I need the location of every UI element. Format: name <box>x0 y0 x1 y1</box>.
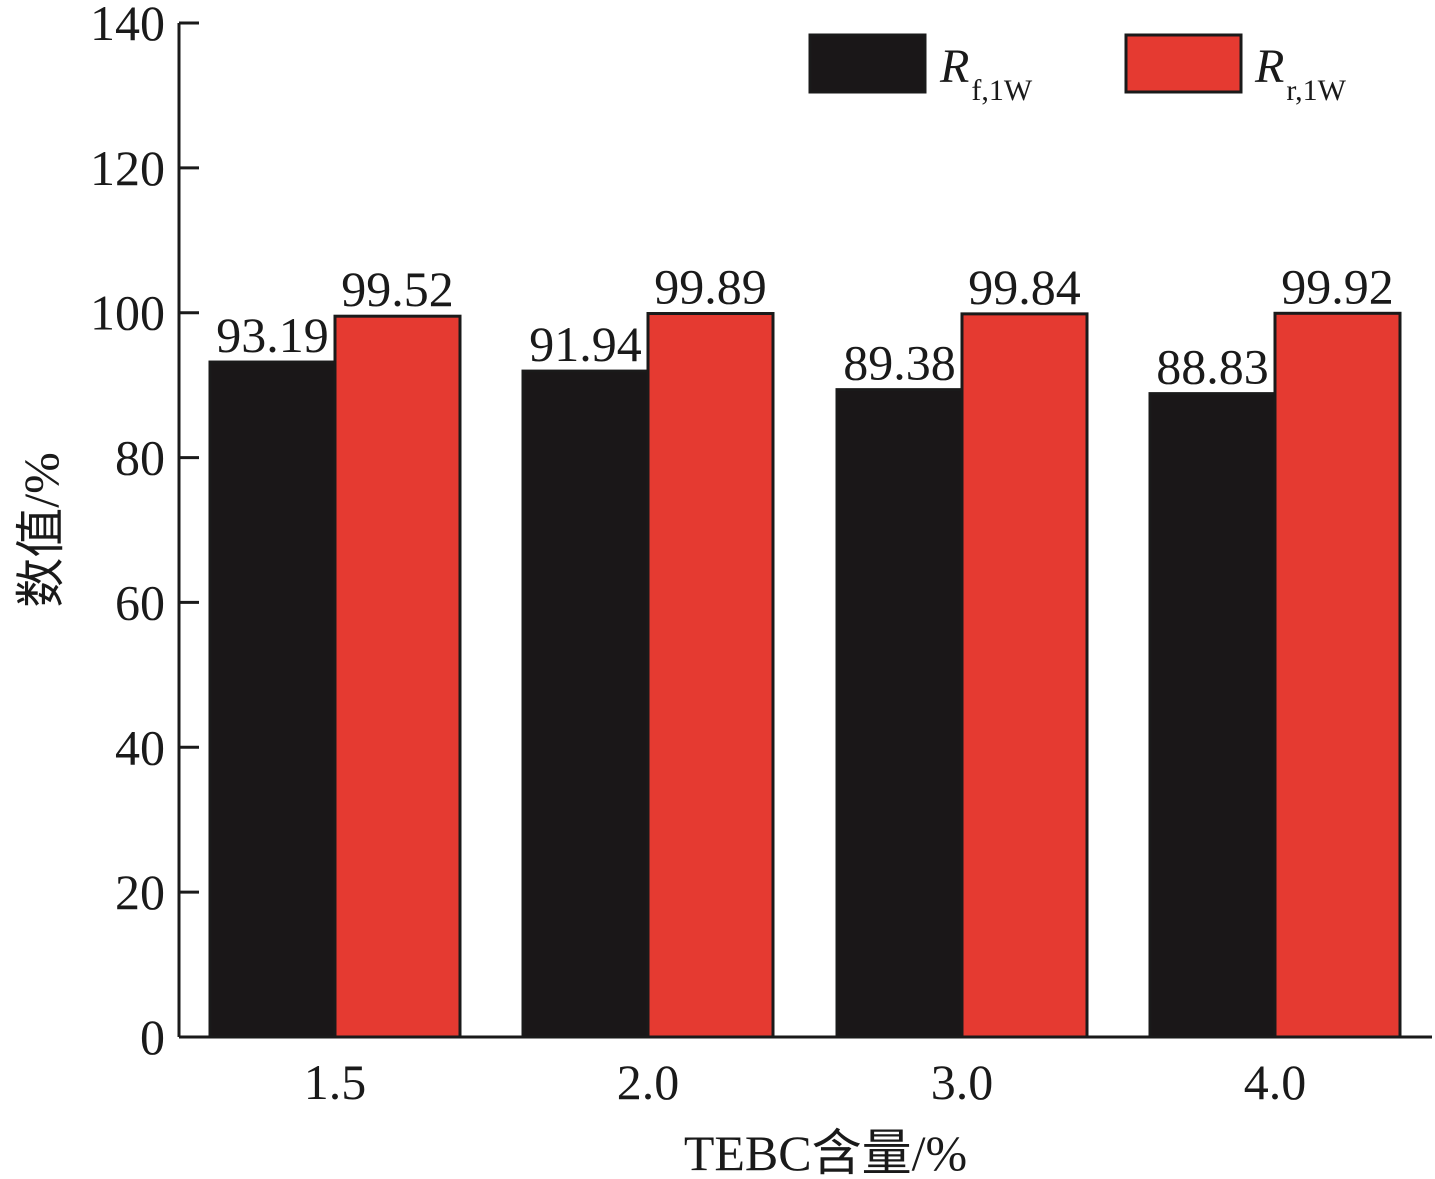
legend-swatch-rr <box>1124 33 1243 94</box>
y-tick-label-140: 140 <box>90 0 165 51</box>
legend-label-rr: Rr,1W <box>1254 40 1347 107</box>
y-tick-label-80: 80 <box>115 430 165 486</box>
x-tick-label-1.5: 1.5 <box>304 1054 367 1110</box>
x-tick-label-2.0: 2.0 <box>617 1054 680 1110</box>
bar-rf-2.0 <box>521 369 650 1039</box>
data-labels-group: 93.19 91.94 89.38 88.83 99.52 99.89 99.84 99.92 <box>216 258 1394 394</box>
y-tick-label-0: 0 <box>140 1009 165 1065</box>
data-label-rf-1.5: 93.19 <box>216 307 329 363</box>
x-axis-title: TEBC含量/% <box>684 1125 967 1179</box>
data-label-rf-3.0: 89.38 <box>843 335 956 391</box>
x-tick-label-3.0: 3.0 <box>931 1054 994 1110</box>
bar-rf-1.5 <box>208 360 337 1039</box>
y-axis-title: 数值/% <box>13 452 69 608</box>
legend-label-rf: Rf,1W <box>939 40 1033 107</box>
data-label-rr-4.0: 99.92 <box>1281 258 1394 314</box>
y-tick-label-60: 60 <box>115 574 165 630</box>
legend: Rf,1W Rr,1W <box>808 33 1347 107</box>
y-tick-label-120: 120 <box>90 140 165 196</box>
y-tick-label-20: 20 <box>115 864 165 920</box>
bar-rr-4.0 <box>1273 311 1402 1039</box>
bar-rr-2.0 <box>646 312 775 1039</box>
bars-group <box>208 311 1402 1039</box>
bar-rf-3.0 <box>835 388 964 1039</box>
data-label-rr-1.5: 99.52 <box>341 261 454 317</box>
bar-rr-1.5 <box>333 314 462 1039</box>
y-tick-label-40: 40 <box>115 719 165 775</box>
axes-group: 0 20 40 60 80 100 120 140 1.5 2.0 3.0 4.0 <box>90 0 1432 1110</box>
data-label-rf-4.0: 88.83 <box>1156 339 1269 395</box>
bar-rf-4.0 <box>1148 392 1277 1039</box>
data-label-rr-3.0: 99.84 <box>968 259 1081 315</box>
legend-swatch-rf <box>808 33 927 94</box>
data-label-rr-2.0: 99.89 <box>654 259 767 315</box>
x-tick-label-4.0: 4.0 <box>1244 1054 1307 1110</box>
data-label-rf-2.0: 91.94 <box>529 316 642 372</box>
bar-rr-3.0 <box>960 312 1089 1039</box>
y-tick-label-100: 100 <box>90 285 165 341</box>
